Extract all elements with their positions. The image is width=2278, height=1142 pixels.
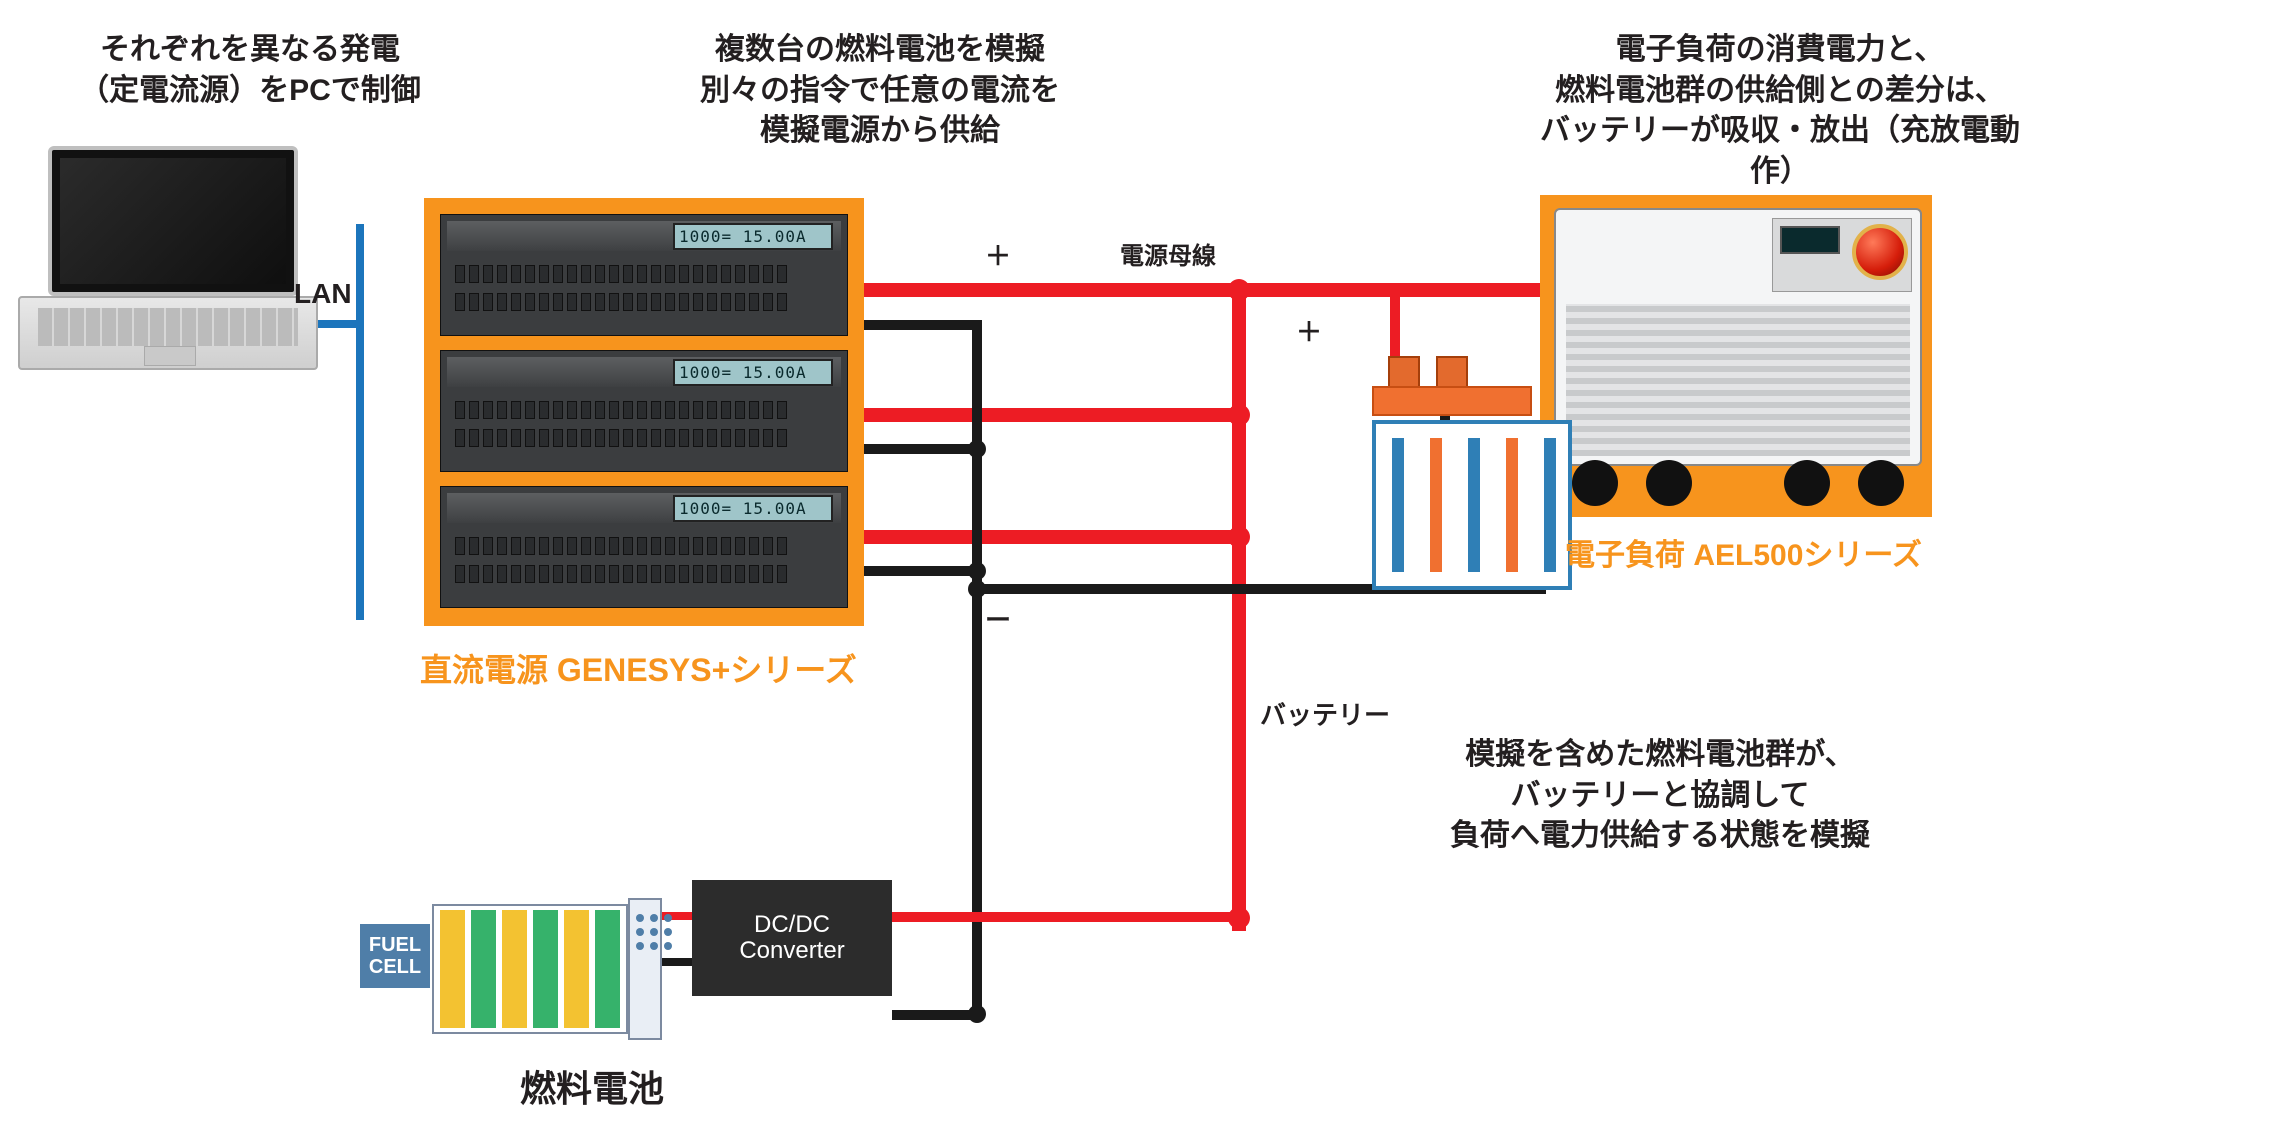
diagram-stage: それぞれを異なる発電 （定電流源）をPCで制御 複数台の燃料電池を模擬 別々の指…: [0, 0, 2278, 1142]
psu-unit-1: 1000= 15.00A: [440, 214, 848, 336]
dcdc-label: DC/DC Converter: [739, 912, 844, 965]
wire-dcdc-red: [892, 912, 1240, 922]
node-dot: [968, 440, 986, 458]
caption-psu: 複数台の燃料電池を模擬 別々の指令で任意の電流を 模擬電源から供給: [620, 30, 1140, 152]
psu-display: 1000= 15.00A: [673, 495, 833, 522]
plus-label-2: ＋: [1296, 312, 1322, 349]
minus-label: ー: [985, 600, 1011, 637]
plus-label: ＋: [985, 236, 1011, 273]
node-dot: [968, 580, 986, 598]
wire-red-3: [862, 530, 1242, 544]
eload-device: [1554, 208, 1922, 504]
bus-label: 電源母線: [1120, 236, 1216, 271]
wire-blk-1: [862, 320, 982, 330]
lan-label: LAN: [294, 278, 352, 310]
psu-product-label: 直流電源 GENESYS+シリーズ: [420, 645, 857, 691]
wire-red-1: [862, 283, 1542, 297]
node-dot: [1228, 526, 1250, 548]
emergency-stop-icon: [1852, 224, 1908, 280]
psu-display: 1000= 15.00A: [673, 223, 833, 250]
wire-red-2: [862, 408, 1242, 422]
node-dot: [1228, 279, 1250, 301]
battery-icon: [1372, 380, 1592, 610]
eload-product-label: 電子負荷 AEL500シリーズ: [1565, 530, 1922, 574]
caption-fuelgroup: 模擬を含めた燃料電池群が、 バッテリーと協調して 負荷へ電力供給する状態を模擬: [1400, 735, 1920, 857]
psu-rack: 1000= 15.00A 1000= 15.00A 1000= 15.00A: [440, 214, 848, 610]
psu-display: 1000= 15.00A: [673, 359, 833, 386]
wire-blk-2: [862, 444, 982, 454]
laptop-icon: [18, 146, 328, 386]
node-dot: [1228, 404, 1250, 426]
caption-pc: それぞれを異なる発電 （定電流源）をPCで制御: [40, 30, 460, 111]
fuelcell-label: FUELCELL: [360, 924, 430, 988]
node-dot: [968, 562, 986, 580]
psu-unit-2: 1000= 15.00A: [440, 350, 848, 472]
wire-lan-v: [356, 224, 364, 620]
caption-load: 電子負荷の消費電力と、 燃料電池群の供給側との差分は、 バッテリーが吸収・放出（…: [1520, 30, 2040, 192]
fuelcell-icon: FUELCELL: [362, 880, 662, 1060]
node-dot: [1228, 907, 1250, 929]
node-dot: [968, 1005, 986, 1023]
wire-blk-3: [862, 566, 982, 576]
wire-red-v: [1232, 283, 1246, 931]
fuelcell-text: 燃料電池: [520, 1060, 664, 1112]
psu-unit-3: 1000= 15.00A: [440, 486, 848, 608]
dcdc-converter: DC/DC Converter: [692, 880, 892, 996]
battery-label: バッテリー: [1260, 695, 1390, 732]
